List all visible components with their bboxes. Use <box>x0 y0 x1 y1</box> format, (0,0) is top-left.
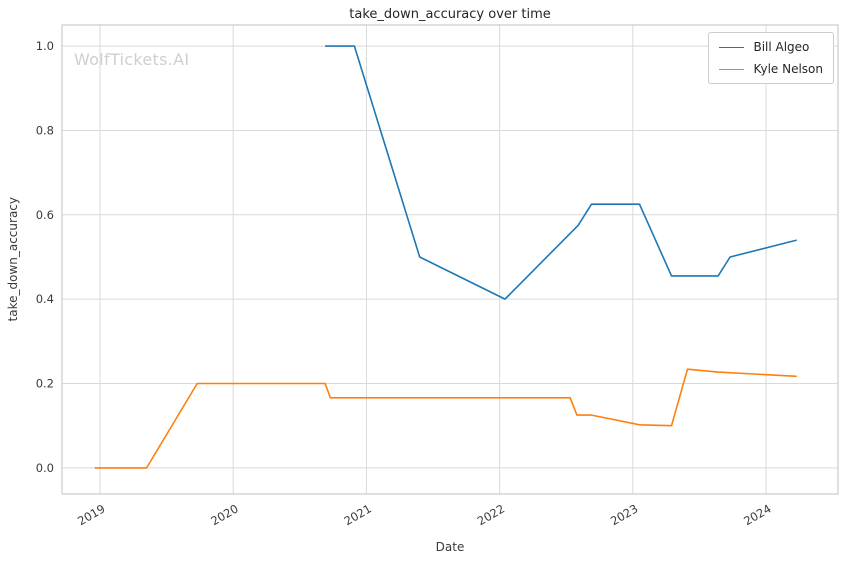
chart-title: take_down_accuracy over time <box>349 7 551 22</box>
y-tick-label-0.2: 0.2 <box>36 376 54 390</box>
y-tick-label-0.0: 0.0 <box>36 461 54 475</box>
y-tick-label-0.8: 0.8 <box>36 123 54 137</box>
legend-line-kyle-nelson-icon <box>719 68 745 70</box>
legend-item-kyle-nelson: Kyle Nelson <box>719 62 823 76</box>
plot-border <box>61 24 839 495</box>
series-line-bill-algeo <box>325 45 797 300</box>
legend-item-bill-algeo: Bill Algeo <box>719 40 823 54</box>
y-tick-label-0.6: 0.6 <box>36 208 54 222</box>
x-tick-label-2021: 2021 <box>342 501 374 528</box>
legend-line-bill-algeo-icon <box>719 46 745 48</box>
plot-background <box>62 25 838 494</box>
legend-label-bill-algeo: Bill Algeo <box>753 40 810 54</box>
series-line-kyle-nelson <box>94 368 797 469</box>
y-axis-label-wrap: take_down_accuracy <box>6 25 20 494</box>
x-tick-label-2023: 2023 <box>608 501 640 528</box>
x-axis-label: Date <box>435 540 465 554</box>
watermark: WolfTickets.AI <box>74 50 190 69</box>
x-tick-label-2022: 2022 <box>475 501 507 528</box>
y-axis-label: take_down_accuracy <box>6 197 20 322</box>
x-tick-label-2019: 2019 <box>75 501 107 528</box>
x-tick-label-2020: 2020 <box>208 501 240 528</box>
legend: Bill Algeo Kyle Nelson <box>708 32 834 84</box>
legend-label-kyle-nelson: Kyle Nelson <box>753 62 823 76</box>
y-tick-label-0.4: 0.4 <box>36 292 54 306</box>
y-tick-label-1.0: 1.0 <box>36 39 54 53</box>
x-tick-label-2024: 2024 <box>741 501 773 528</box>
